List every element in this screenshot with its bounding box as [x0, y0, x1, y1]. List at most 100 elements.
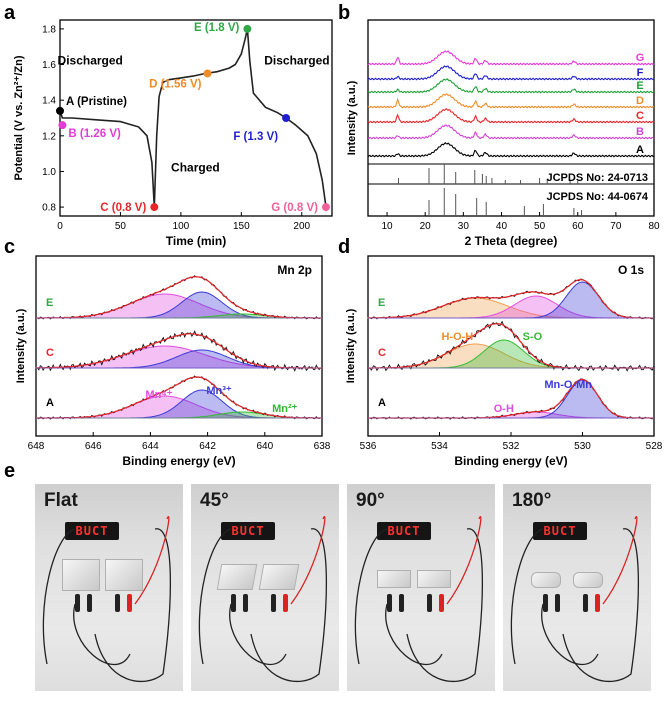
xrd-curve-label: E — [636, 80, 643, 92]
panel-b: 10 20 30 40 50 60 70 80 2 Theta (degree) Intensit… — [346, 19, 660, 248]
battery-pouch — [105, 559, 143, 591]
x-tick-label: 532 — [503, 441, 520, 452]
y-axis-title: Intensity (a.u.) — [15, 308, 27, 383]
x-tick-label: 638 — [314, 441, 331, 452]
fit-envelope — [36, 333, 322, 369]
state-point — [56, 106, 64, 115]
photo-90: 90° BUCT — [347, 484, 495, 691]
photo-45: 45° BUCT — [191, 484, 339, 691]
y-tick-label: 1.8 — [42, 24, 56, 35]
xrd-curve-label: A — [636, 144, 644, 156]
spectrum-curve-label: E — [378, 297, 385, 309]
state-point-label: C (0.8 V) — [100, 202, 146, 214]
y-tick-label: 1.6 — [42, 60, 56, 71]
x-tick-label: 70 — [610, 221, 622, 232]
x-tick-label: 40 — [496, 221, 508, 232]
state-point — [282, 114, 291, 122]
plot-frame — [367, 19, 655, 217]
photo-label: 180° — [512, 490, 552, 511]
x-tick-label: 646 — [85, 441, 102, 452]
wires — [354, 516, 483, 682]
panel-c: 648 646 644 642 640 638 Binding energy (eV) Int… — [15, 255, 331, 468]
wires — [42, 516, 171, 682]
spectrum-curve-label: C — [46, 347, 54, 359]
state-point-label: B (1.26 V) — [68, 128, 121, 140]
fit-envelope — [36, 376, 322, 419]
battery-pouch — [531, 572, 561, 588]
x-axis-title: Binding energy (eV) — [122, 454, 235, 468]
led-display: BUCT — [65, 522, 119, 540]
wires — [510, 516, 639, 682]
ref1-label: JCPDS No: 24-0713 — [547, 172, 649, 184]
led-display: BUCT — [221, 522, 275, 540]
state-point — [150, 203, 159, 212]
peak-label-so: S-O — [523, 331, 543, 343]
x-tick-label: 100 — [173, 221, 190, 232]
fit-envelope — [36, 276, 322, 319]
x-tick-label: 644 — [142, 441, 159, 452]
x-axis-title: 2 Theta (degree) — [465, 234, 558, 248]
spectrum-curve-label: C — [378, 347, 386, 359]
x-tick-label: 648 — [28, 441, 45, 452]
photo-180: 180° BUCT — [503, 484, 651, 691]
spectrum-curve-label: A — [46, 397, 54, 409]
spectrum-curve-label: A — [378, 397, 386, 409]
peak-label-mn4: Mn⁴⁺ — [145, 389, 172, 401]
x-tick-label: 530 — [574, 441, 591, 452]
plot-frame — [35, 255, 323, 437]
panel-a: 0 50 100 150 200 0.8 1.0 1.2 1.4 1.6 1.8 Time (min)… — [13, 19, 333, 248]
x-axis-title: Binding energy (eV) — [454, 454, 567, 468]
wires — [198, 516, 327, 682]
ref2-label: JCPDS No: 44-0674 — [547, 191, 649, 203]
state-point-label: E (1.8 V) — [194, 22, 240, 34]
state-point-label: F (1.3 V) — [233, 131, 278, 143]
state-point — [203, 69, 212, 78]
state-point-label: G (0.8 V) — [271, 202, 318, 214]
x-tick-label: 80 — [648, 221, 660, 232]
annotation-discharged: Discharged — [58, 54, 123, 68]
panel-label-a: a — [4, 2, 16, 24]
state-point — [58, 121, 67, 130]
peak-label-oh: O-H — [494, 403, 514, 415]
photo-label: 90° — [356, 490, 385, 511]
peak-label-mn3: Mn³⁺ — [206, 385, 232, 397]
xrd-curve-label: G — [636, 52, 645, 64]
x-tick-label: 10 — [382, 221, 394, 232]
x-tick-label: 20 — [420, 221, 432, 232]
y-tick-label: 1.4 — [42, 96, 56, 107]
fit-component — [368, 339, 654, 369]
panel-label-b: b — [338, 2, 351, 24]
xrd-pattern-B — [368, 124, 655, 140]
y-tick-label: 1.2 — [42, 131, 56, 142]
photo-label: Flat — [44, 490, 78, 511]
battery-pouch — [417, 570, 451, 588]
state-point — [243, 24, 252, 33]
x-tick-label: 0 — [57, 221, 63, 232]
y-tick-label: 0.8 — [42, 203, 56, 214]
state-point-label: D (1.56 V) — [149, 78, 202, 90]
photo-label: 45° — [200, 490, 229, 511]
x-tick-label: 528 — [646, 441, 663, 452]
xrd-pattern-A — [367, 142, 654, 158]
xrd-curve-label: F — [637, 67, 644, 79]
xrd-pattern-E — [367, 78, 655, 94]
spectrum-title: Mn 2p — [277, 263, 312, 277]
battery-pouch — [62, 559, 100, 591]
panel-label-c: c — [4, 236, 16, 258]
panel-d: 536 534 532 530 528 Binding energy (eV) Intens… — [345, 255, 663, 468]
plot-frame — [59, 19, 333, 217]
x-tick-label: 200 — [293, 221, 310, 232]
xrd-pattern-C — [367, 107, 655, 124]
panel-label-d: d — [338, 236, 351, 258]
peak-label-mn2: Mn²⁺ — [272, 403, 298, 415]
photo-flat: Flat BUCT — [35, 484, 183, 691]
x-tick-label: 30 — [458, 221, 470, 232]
spectrum-title: O 1s — [618, 263, 644, 277]
led-display: BUCT — [533, 522, 587, 540]
x-tick-label: 642 — [199, 441, 216, 452]
state-point-label: A (Pristine) — [66, 96, 127, 108]
state-point — [321, 203, 330, 212]
annotation-discharged: Discharged — [264, 54, 329, 68]
x-tick-label: 536 — [360, 441, 377, 452]
